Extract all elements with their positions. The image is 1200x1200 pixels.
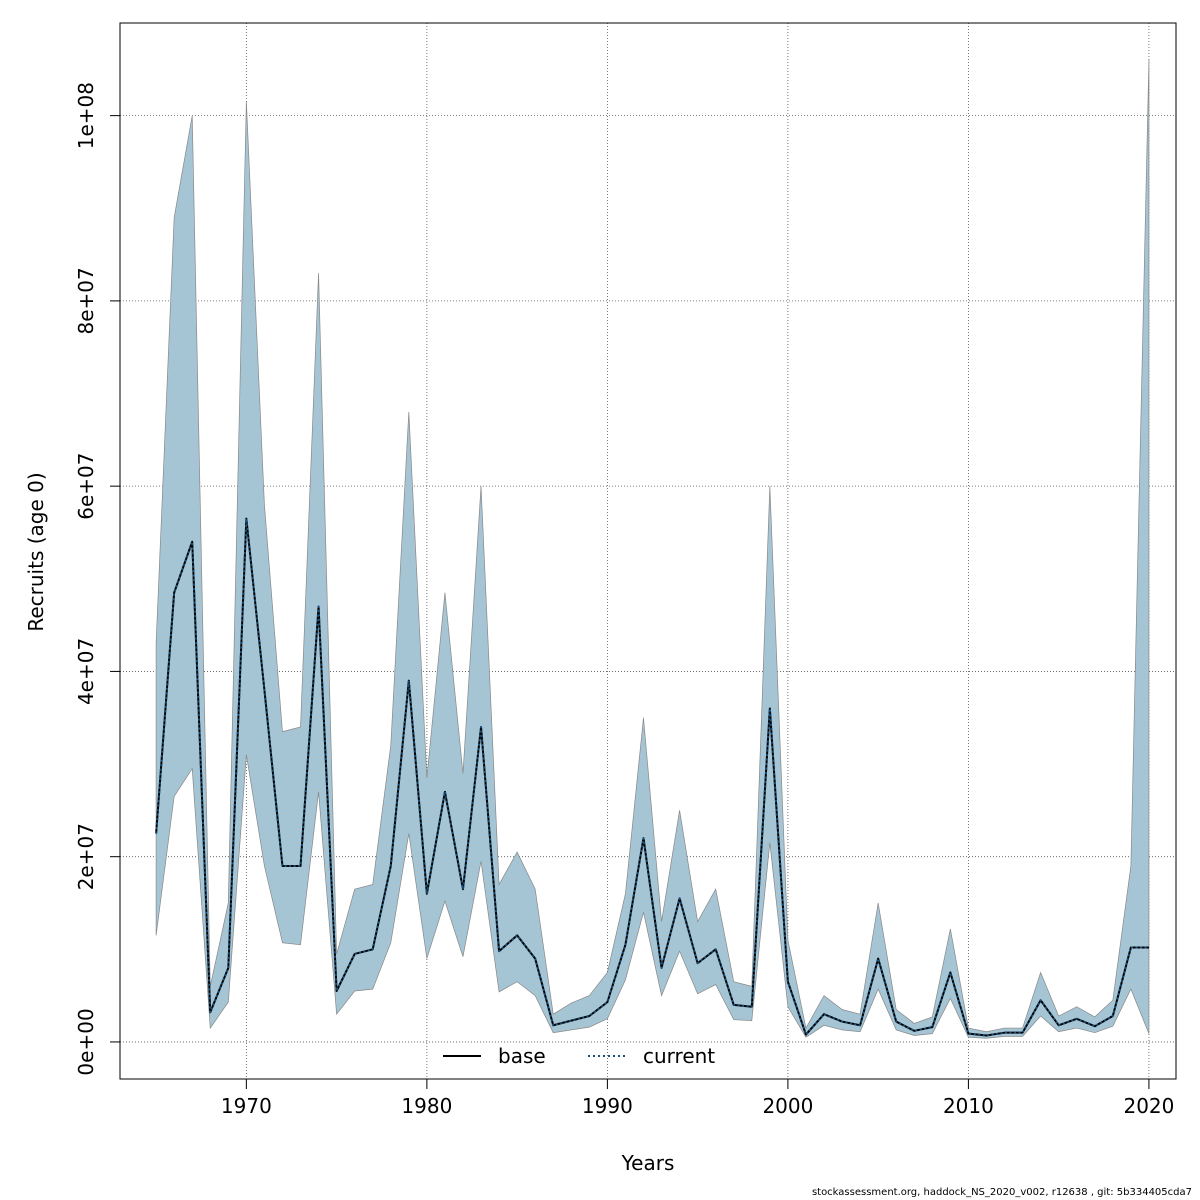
x-tick-label-1990: 1990 [582, 1094, 633, 1118]
y-tick-label-8e+07: 8e+07 [74, 267, 98, 334]
series-line-current [155, 517, 1149, 1037]
y-axis: 0e+00 2e+07 4e+07 6e+07 8e+07 1e+08 [74, 82, 120, 1076]
legend: base current [443, 1044, 715, 1068]
y-tick-label-0e+00: 0e+00 [74, 1008, 98, 1075]
x-tick-label-2010: 2010 [943, 1094, 994, 1118]
confidence-band [155, 60, 1150, 1039]
x-tick-label-2000: 2000 [762, 1094, 813, 1118]
x-axis-title: Years [621, 1151, 675, 1175]
y-tick-label-2e+07: 2e+07 [74, 823, 98, 890]
x-tick-label-2020: 2020 [1123, 1094, 1174, 1118]
y-tick-label-1e+08: 1e+08 [74, 82, 98, 149]
x-tick-label-1980: 1980 [401, 1094, 452, 1118]
series-lines [155, 517, 1150, 1037]
confidence-band-area [155, 60, 1150, 1039]
y-tick-label-6e+07: 6e+07 [74, 453, 98, 520]
x-axis: 1970 1980 1990 2000 2010 2020 [221, 1079, 1174, 1118]
y-tick-label-4e+07: 4e+07 [74, 638, 98, 705]
y-axis-title: Recruits (age 0) [24, 472, 48, 631]
footer-note: stockassessment.org, haddock_NS_2020_v00… [811, 1187, 1192, 1198]
plot-frame [119, 22, 1177, 1080]
x-tick-label-1970: 1970 [221, 1094, 272, 1118]
legend-label-current: current [643, 1044, 715, 1068]
legend-label-base: base [498, 1044, 546, 1068]
